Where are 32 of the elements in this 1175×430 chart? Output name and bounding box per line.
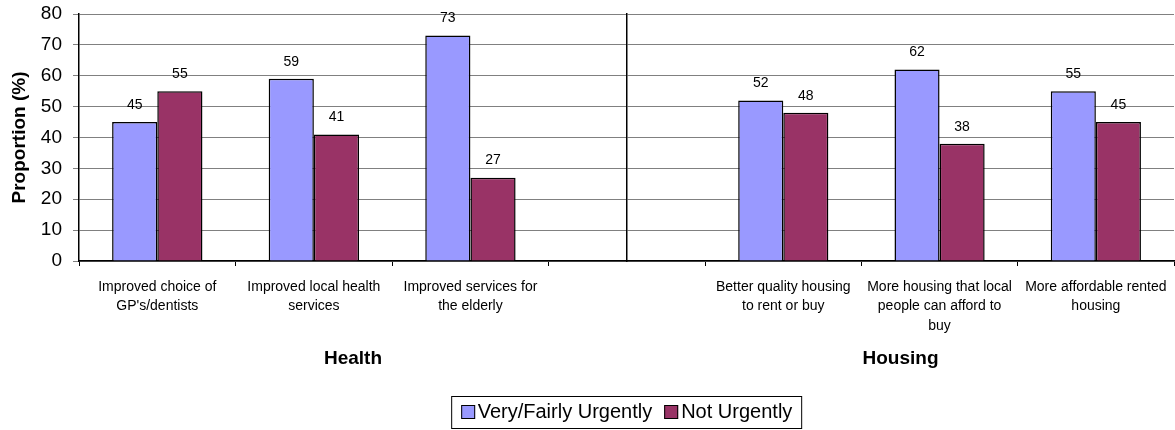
x-tick-label: Improved choice of GP's/dentists <box>98 277 217 314</box>
y-tick-label: 10 <box>40 218 62 240</box>
legend-label: Not Urgently <box>681 399 793 424</box>
y-tick-label: 0 <box>51 249 62 271</box>
x-tick-label: More affordable rented housing <box>1025 277 1167 314</box>
data-label: 45 <box>126 95 143 112</box>
data-label: 59 <box>283 52 300 69</box>
data-label: 45 <box>1110 95 1127 112</box>
x-tick-label: Improved services for the elderly <box>403 277 538 314</box>
data-label: 48 <box>798 86 814 103</box>
x-tick-label: Better quality housing to rent or buy <box>715 277 851 314</box>
legend-label: Very/Fairly Urgently <box>477 399 653 424</box>
x-tick-label: Improved local health services <box>247 277 381 314</box>
y-tick-label: 50 <box>40 94 62 116</box>
data-label: 73 <box>440 9 456 26</box>
y-tick-label: 20 <box>40 187 62 209</box>
y-tick-label: 30 <box>40 156 62 178</box>
x-tick-label: More housing that local people can afford to buy <box>867 277 1012 333</box>
y-tick-label: 70 <box>40 33 62 55</box>
data-label: 55 <box>172 65 188 82</box>
y-tick-label: 60 <box>40 63 62 85</box>
y-tick-label: 40 <box>40 125 62 147</box>
y-axis-title: Proportion (%) <box>7 71 29 204</box>
data-label: 27 <box>485 151 502 168</box>
x-axis-title: Housing <box>862 346 939 368</box>
y-tick-label: 80 <box>40 2 62 24</box>
data-label: 62 <box>909 43 926 60</box>
data-label: 55 <box>1065 65 1082 82</box>
x-axis-title: Health <box>323 346 383 368</box>
data-label: 38 <box>954 117 971 134</box>
data-label: 41 <box>328 108 345 125</box>
data-label: 52 <box>752 74 769 91</box>
